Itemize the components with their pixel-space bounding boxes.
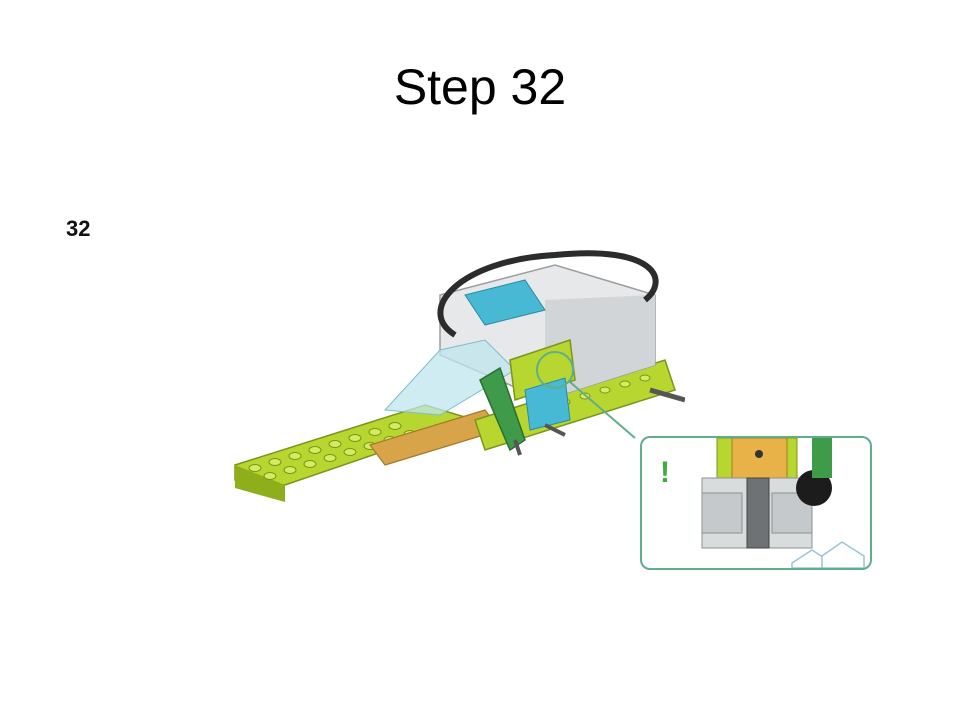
detail-gear (746, 477, 770, 549)
detail-hole (755, 450, 763, 458)
callout-leader (569, 381, 636, 439)
slide-title: Step 32 (393, 59, 567, 115)
detail-left-plate (701, 492, 743, 534)
detail-callout: ! (640, 436, 872, 570)
attention-mark: ! (660, 456, 670, 489)
nav-hex-2 (821, 541, 865, 568)
step-number: 32 (66, 216, 91, 241)
model-illustration (225, 240, 686, 515)
canopy (383, 339, 516, 416)
axle-front (513, 439, 522, 456)
beam-studs (248, 422, 417, 480)
cyan-strap (464, 279, 546, 326)
detail-green-bar (812, 438, 832, 478)
highlight-circle (536, 351, 574, 389)
front-beam-side (235, 465, 285, 502)
detail-tan-block (731, 438, 788, 479)
cyan-brick (524, 377, 571, 431)
axle-mid (544, 423, 566, 437)
hub-cable (437, 250, 659, 338)
callout-detail-render (701, 438, 865, 568)
lego-model-render (234, 250, 686, 502)
green-beam (479, 366, 526, 452)
detail-black-disc (796, 470, 832, 506)
axle-right (649, 387, 686, 403)
